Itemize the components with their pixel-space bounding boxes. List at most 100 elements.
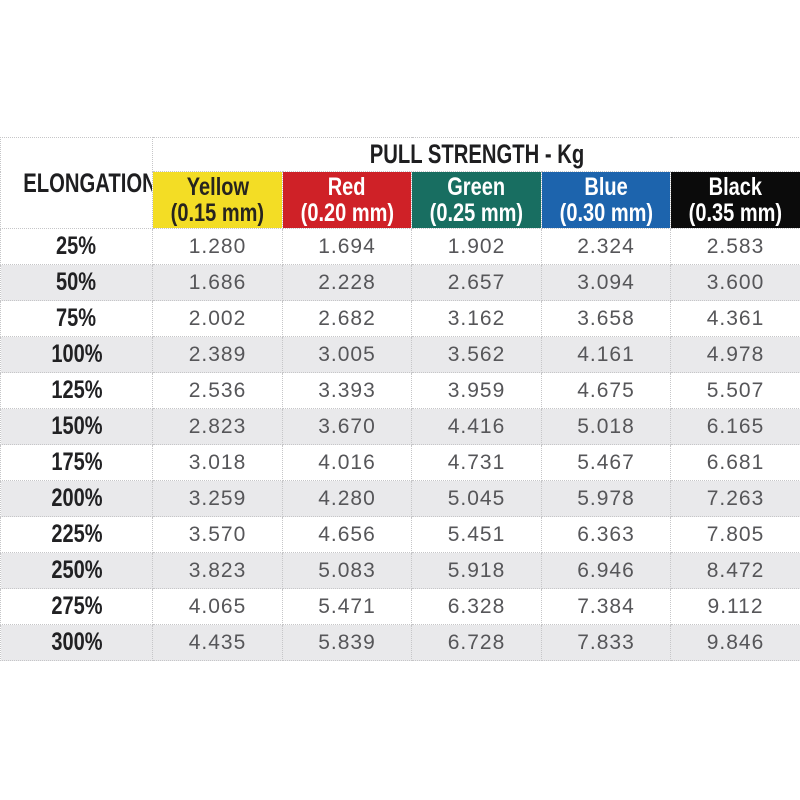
value-cell: 5.018	[541, 408, 671, 445]
value-cell: 5.467	[541, 444, 671, 481]
value-cell: 5.045	[411, 480, 542, 517]
value-cell: 9.846	[669, 624, 800, 661]
column-header-blue: Blue (0.30 mm)	[541, 171, 671, 229]
value-cell: 6.363	[541, 516, 671, 553]
value-cell: 1.280	[152, 228, 283, 265]
value-cell: 2.682	[282, 300, 412, 337]
value-cell: 3.259	[152, 480, 283, 517]
elongation-cell: 150%	[0, 408, 153, 445]
value-cell: 6.681	[669, 444, 800, 481]
value-cell: 2.324	[541, 228, 671, 265]
table-row: 100% 2.389 3.005 3.562 4.161 4.978	[0, 336, 800, 373]
elongation-value: 150%	[50, 412, 103, 440]
column-name: Blue	[584, 173, 628, 201]
value-cell: 3.600	[669, 264, 800, 301]
table-row: 275% 4.065 5.471 6.328 7.384 9.112	[0, 588, 800, 625]
value-cell: 1.694	[282, 228, 412, 265]
column-name: Green	[447, 173, 506, 201]
column-header-red: Red (0.20 mm)	[282, 171, 412, 229]
elongation-value: 125%	[50, 376, 103, 404]
elongation-cell: 225%	[0, 516, 153, 553]
column-size: (0.20 mm)	[300, 199, 394, 227]
table-row: 50% 1.686 2.228 2.657 3.094 3.600	[0, 264, 800, 301]
table-row: 150% 2.823 3.670 4.416 5.018 6.165	[0, 408, 800, 445]
value-cell: 5.083	[282, 552, 412, 589]
value-cell: 2.536	[152, 372, 283, 409]
table-row: 200% 3.259 4.280 5.045 5.978 7.263	[0, 480, 800, 517]
value-cell: 6.728	[411, 624, 542, 661]
value-cell: 2.228	[282, 264, 412, 301]
column-size: (0.30 mm)	[559, 199, 653, 227]
value-cell: 1.686	[152, 264, 283, 301]
elongation-header-label: ELONGATION	[23, 167, 153, 198]
elongation-cell: 100%	[0, 336, 153, 373]
value-cell: 4.361	[669, 300, 800, 337]
value-cell: 3.094	[541, 264, 671, 301]
elongation-cell: 25%	[0, 228, 153, 265]
column-name: Red	[328, 173, 366, 201]
value-cell: 4.731	[411, 444, 542, 481]
table-title: PULL STRENGTH - Kg	[151, 137, 800, 172]
value-cell: 7.805	[669, 516, 800, 553]
value-cell: 7.384	[541, 588, 671, 625]
value-cell: 2.389	[152, 336, 283, 373]
value-cell: 3.823	[152, 552, 283, 589]
value-cell: 4.016	[282, 444, 412, 481]
value-cell: 5.839	[282, 624, 412, 661]
value-cell: 5.471	[282, 588, 412, 625]
elongation-value: 75%	[56, 304, 97, 332]
elongation-value: 100%	[50, 340, 103, 368]
value-cell: 3.562	[411, 336, 542, 373]
value-cell: 6.165	[669, 408, 800, 445]
value-cell: 4.656	[282, 516, 412, 553]
value-cell: 3.393	[282, 372, 412, 409]
elongation-value: 300%	[50, 628, 103, 656]
table-title-label: PULL STRENGTH - Kg	[369, 139, 584, 169]
value-cell: 2.002	[152, 300, 283, 337]
elongation-value: 225%	[50, 520, 103, 548]
title-row: ELONGATION PULL STRENGTH - Kg	[0, 137, 800, 229]
value-cell: 4.978	[669, 336, 800, 373]
pull-strength-table: ELONGATION PULL STRENGTH - Kg Yellow (0.1…	[0, 137, 800, 661]
value-cell: 3.162	[411, 300, 542, 337]
table-row: 250% 3.823 5.083 5.918 6.946 8.472	[0, 552, 800, 589]
elongation-value: 200%	[50, 484, 103, 512]
column-name: Yellow	[186, 173, 249, 201]
value-cell: 4.280	[282, 480, 412, 517]
elongation-cell: 175%	[0, 444, 153, 481]
elongation-header: ELONGATION	[0, 137, 153, 229]
table-row: 225% 3.570 4.656 5.451 6.363 7.805	[0, 516, 800, 553]
elongation-value: 250%	[50, 556, 103, 584]
column-header-black: Black (0.35 mm)	[669, 171, 800, 229]
column-header-green: Green (0.25 mm)	[411, 171, 542, 229]
value-cell: 1.902	[411, 228, 542, 265]
value-cell: 3.670	[282, 408, 412, 445]
value-cell: 4.161	[541, 336, 671, 373]
elongation-cell: 50%	[0, 264, 153, 301]
value-cell: 5.918	[411, 552, 542, 589]
table-row: 175% 3.018 4.016 4.731 5.467 6.681	[0, 444, 800, 481]
value-cell: 7.263	[669, 480, 800, 517]
table-row: 125% 2.536 3.393 3.959 4.675 5.507	[0, 372, 800, 409]
value-cell: 2.583	[669, 228, 800, 265]
elongation-cell: 125%	[0, 372, 153, 409]
value-cell: 4.675	[541, 372, 671, 409]
value-cell: 3.570	[152, 516, 283, 553]
table-row: 75% 2.002 2.682 3.162 3.658 4.361	[0, 300, 800, 337]
value-cell: 5.451	[411, 516, 542, 553]
value-cell: 7.833	[541, 624, 671, 661]
elongation-cell: 75%	[0, 300, 153, 337]
value-cell: 4.435	[152, 624, 283, 661]
value-cell: 5.507	[669, 372, 800, 409]
elongation-cell: 200%	[0, 480, 153, 517]
value-cell: 3.005	[282, 336, 412, 373]
value-cell: 4.416	[411, 408, 542, 445]
color-header-row: Yellow (0.15 mm) Red (0.20 mm) Green (0.25 mm…	[1, 171, 800, 229]
elongation-cell: 275%	[0, 588, 153, 625]
table-row: 300% 4.435 5.839 6.728 7.833 9.846	[0, 624, 800, 661]
value-cell: 6.328	[411, 588, 542, 625]
value-cell: 3.018	[152, 444, 283, 481]
value-cell: 8.472	[669, 552, 800, 589]
table-row: 25% 1.280 1.694 1.902 2.324 2.583	[0, 228, 800, 265]
